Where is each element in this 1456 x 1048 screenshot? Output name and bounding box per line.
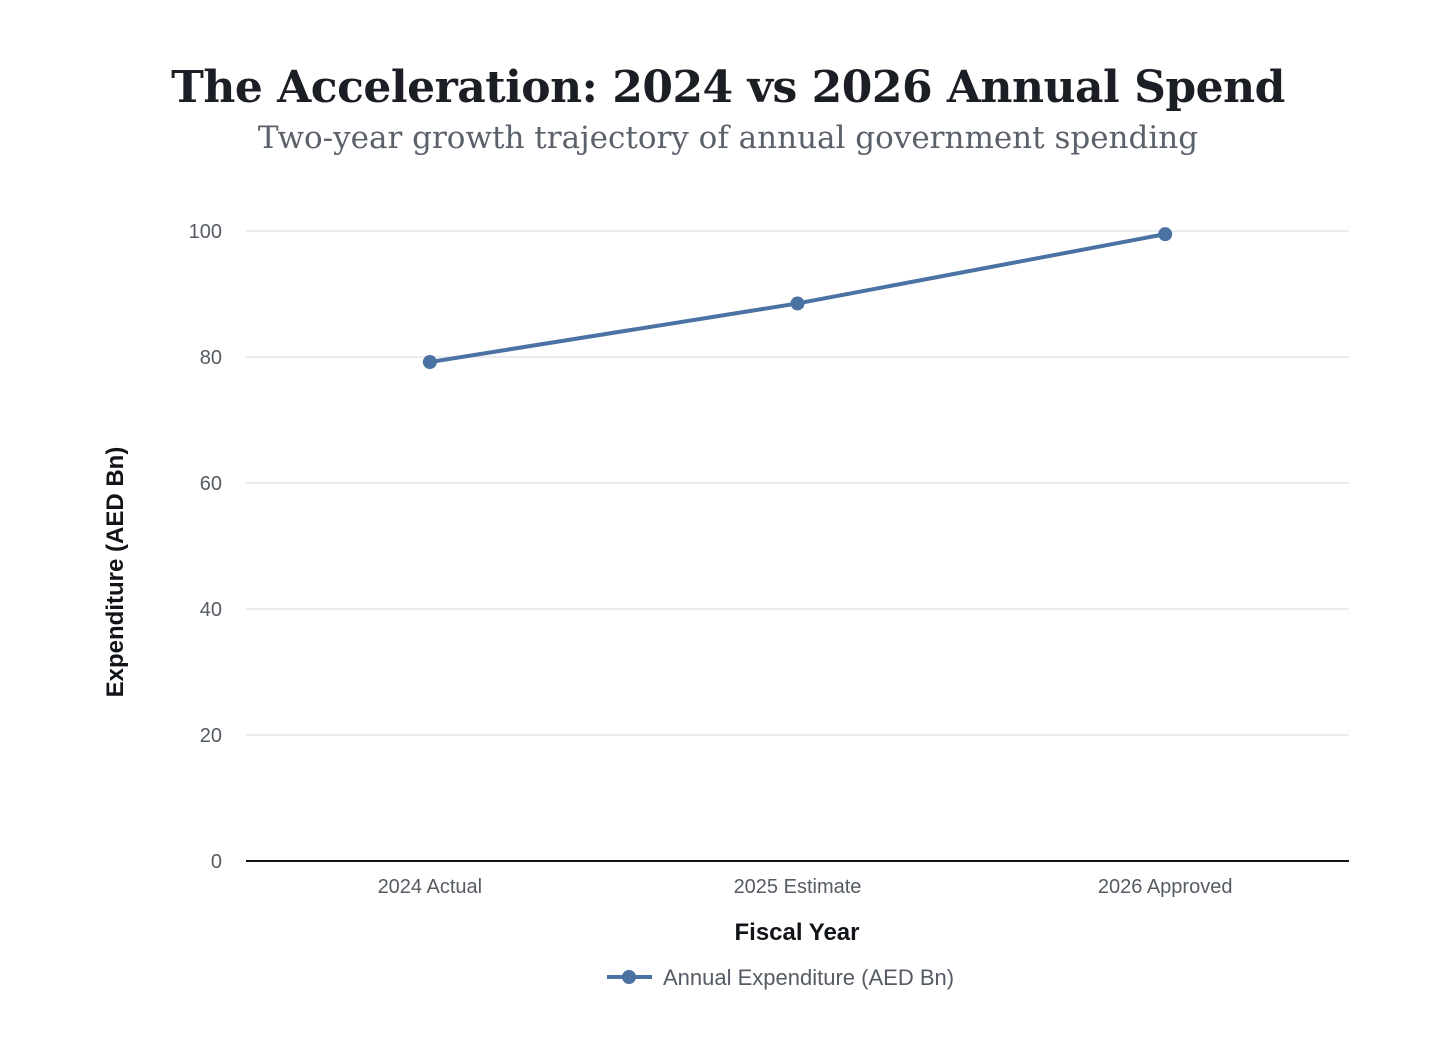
legend: Annual Expenditure (AED Bn) — [607, 965, 954, 990]
y-axis-title: Expenditure (AED Bn) — [102, 447, 129, 698]
x-tick-label: 2026 Approved — [1098, 876, 1233, 898]
data-point[interactable] — [1158, 227, 1173, 242]
chart-subtitle: Two-year growth trajectory of annual gov… — [257, 120, 1199, 156]
chart-title: The Acceleration: 2024 vs 2026 Annual Sp… — [171, 62, 1285, 113]
x-tick-label: 2025 Estimate — [734, 876, 862, 898]
y-tick-label: 60 — [200, 473, 222, 495]
y-tick-labels: 0 20 40 60 80 100 — [189, 221, 222, 873]
legend-swatch-marker — [622, 970, 636, 984]
data-points — [422, 227, 1173, 370]
x-axis-title: Fiscal Year — [735, 919, 860, 946]
legend-label: Annual Expenditure (AED Bn) — [663, 965, 954, 990]
y-tick-label: 80 — [200, 347, 222, 369]
y-tick-label: 0 — [211, 851, 222, 873]
x-tick-labels: 2024 Actual 2025 Estimate 2026 Approved — [378, 876, 1233, 898]
y-tick-label: 100 — [189, 221, 222, 243]
data-point[interactable] — [790, 296, 805, 311]
y-tick-label: 40 — [200, 599, 222, 621]
y-tick-label: 20 — [200, 725, 222, 747]
x-tick-label: 2024 Actual — [378, 876, 483, 898]
data-point[interactable] — [422, 355, 437, 370]
